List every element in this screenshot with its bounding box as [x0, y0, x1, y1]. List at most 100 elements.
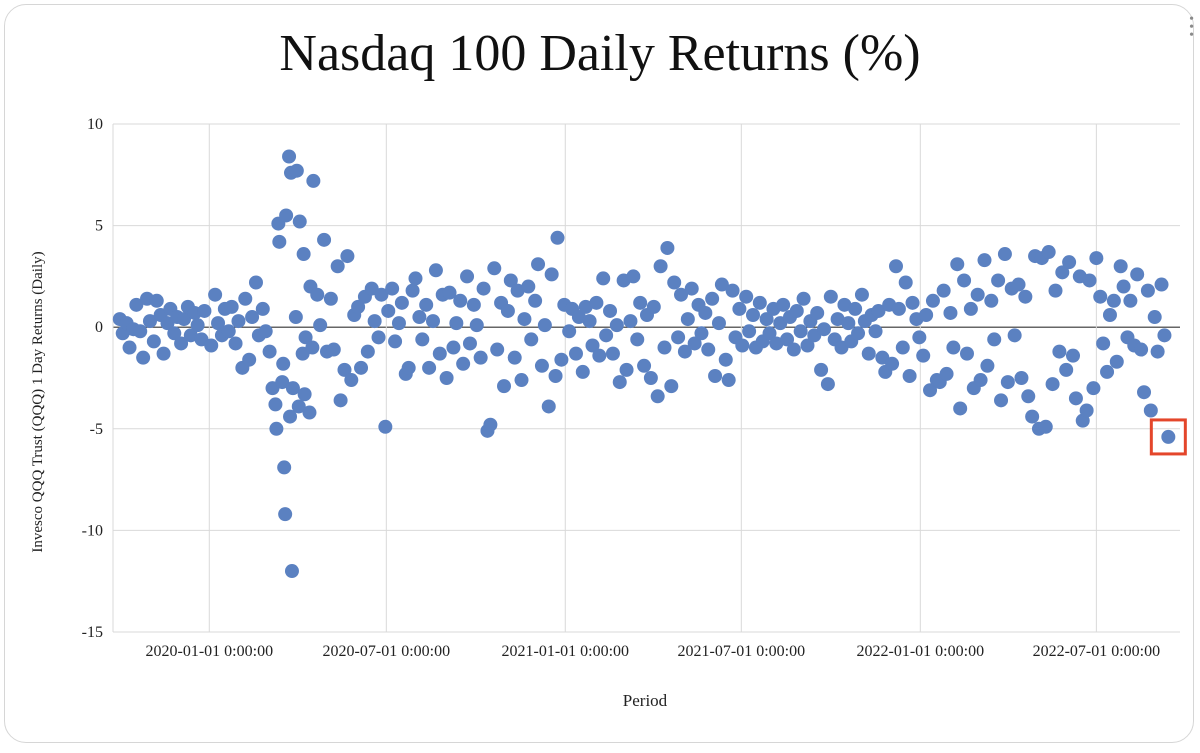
data-point — [898, 275, 913, 290]
data-point — [507, 350, 522, 365]
data-point — [122, 340, 137, 355]
data-point — [671, 330, 686, 345]
data-point — [541, 399, 556, 414]
data-point — [630, 332, 645, 347]
data-point — [650, 389, 665, 404]
data-point — [1113, 259, 1128, 274]
data-point — [456, 356, 471, 371]
data-point — [950, 257, 965, 272]
data-point — [238, 291, 253, 306]
data-point — [288, 310, 303, 325]
data-point — [466, 297, 481, 312]
data-point — [653, 259, 668, 274]
chart-card — [4, 4, 1194, 743]
data-point — [500, 303, 515, 318]
data-point — [619, 362, 634, 377]
data-point — [657, 340, 672, 355]
data-point — [596, 271, 611, 286]
data-point — [228, 336, 243, 351]
data-point — [1154, 277, 1169, 292]
data-point — [759, 312, 774, 327]
data-point — [711, 316, 726, 331]
data-point — [1055, 265, 1070, 280]
data-point — [330, 259, 345, 274]
data-point — [800, 338, 815, 353]
y-tick-label: 10 — [87, 116, 103, 133]
data-point — [1062, 255, 1077, 270]
data-point — [708, 368, 723, 383]
data-point — [943, 305, 958, 320]
x-tick-label: 2022-01-01 0:00:00 — [857, 643, 985, 660]
data-point — [374, 287, 389, 302]
data-point — [524, 332, 539, 347]
data-point — [718, 352, 733, 367]
data-point — [1045, 377, 1060, 392]
data-point — [902, 368, 917, 383]
data-point — [735, 338, 750, 353]
data-point — [1007, 328, 1022, 343]
data-point — [469, 318, 484, 333]
data-point — [453, 293, 468, 308]
data-point — [224, 299, 239, 314]
data-point — [291, 399, 306, 414]
data-point — [554, 352, 569, 367]
data-point — [1150, 344, 1165, 359]
data-point — [562, 324, 577, 339]
data-point — [891, 301, 906, 316]
data-point — [817, 322, 832, 337]
data-point — [919, 308, 934, 323]
data-point — [660, 240, 675, 255]
data-point — [1059, 362, 1074, 377]
x-tick-label: 2020-01-01 0:00:00 — [146, 643, 274, 660]
x-tick-label: 2021-07-01 0:00:00 — [678, 643, 806, 660]
data-point — [820, 377, 835, 392]
data-point — [848, 301, 863, 316]
data-point — [422, 360, 437, 375]
data-point — [810, 305, 825, 320]
data-point — [473, 350, 488, 365]
data-point — [732, 301, 747, 316]
data-point — [412, 310, 427, 325]
data-point — [487, 261, 502, 276]
data-point — [1093, 289, 1108, 304]
data-point — [282, 149, 297, 164]
data-point — [923, 383, 938, 398]
data-point — [204, 338, 219, 353]
data-point — [1143, 403, 1158, 418]
data-point — [190, 318, 205, 333]
data-point — [1086, 381, 1101, 396]
data-point — [503, 273, 518, 288]
data-point — [149, 293, 164, 308]
data-point — [1038, 419, 1053, 434]
data-point — [854, 287, 869, 302]
data-point — [1109, 354, 1124, 369]
data-points — [112, 149, 1176, 579]
data-point — [698, 305, 713, 320]
data-point — [1018, 289, 1033, 304]
more-options-icon[interactable]: • • • — [1189, 12, 1194, 43]
data-point — [823, 289, 838, 304]
data-point — [912, 330, 927, 345]
data-point — [317, 232, 332, 247]
data-point — [360, 344, 375, 359]
data-point — [385, 281, 400, 296]
data-point — [277, 460, 292, 475]
data-point — [167, 326, 182, 341]
y-axis-ticks: 10 5 0 -5 -10 -15 — [82, 116, 103, 641]
data-point — [589, 295, 604, 310]
data-point — [174, 336, 189, 351]
data-point — [837, 297, 852, 312]
data-point — [313, 318, 328, 333]
data-point — [1025, 409, 1040, 424]
data-point — [371, 330, 386, 345]
data-point — [953, 401, 968, 416]
data-point — [1011, 277, 1026, 292]
data-point — [476, 281, 491, 296]
data-point — [1106, 293, 1121, 308]
data-point — [1147, 310, 1162, 325]
data-point — [925, 293, 940, 308]
data-point — [789, 303, 804, 318]
y-tick-label: -5 — [90, 421, 103, 438]
data-point — [694, 326, 709, 341]
data-point — [605, 346, 620, 361]
